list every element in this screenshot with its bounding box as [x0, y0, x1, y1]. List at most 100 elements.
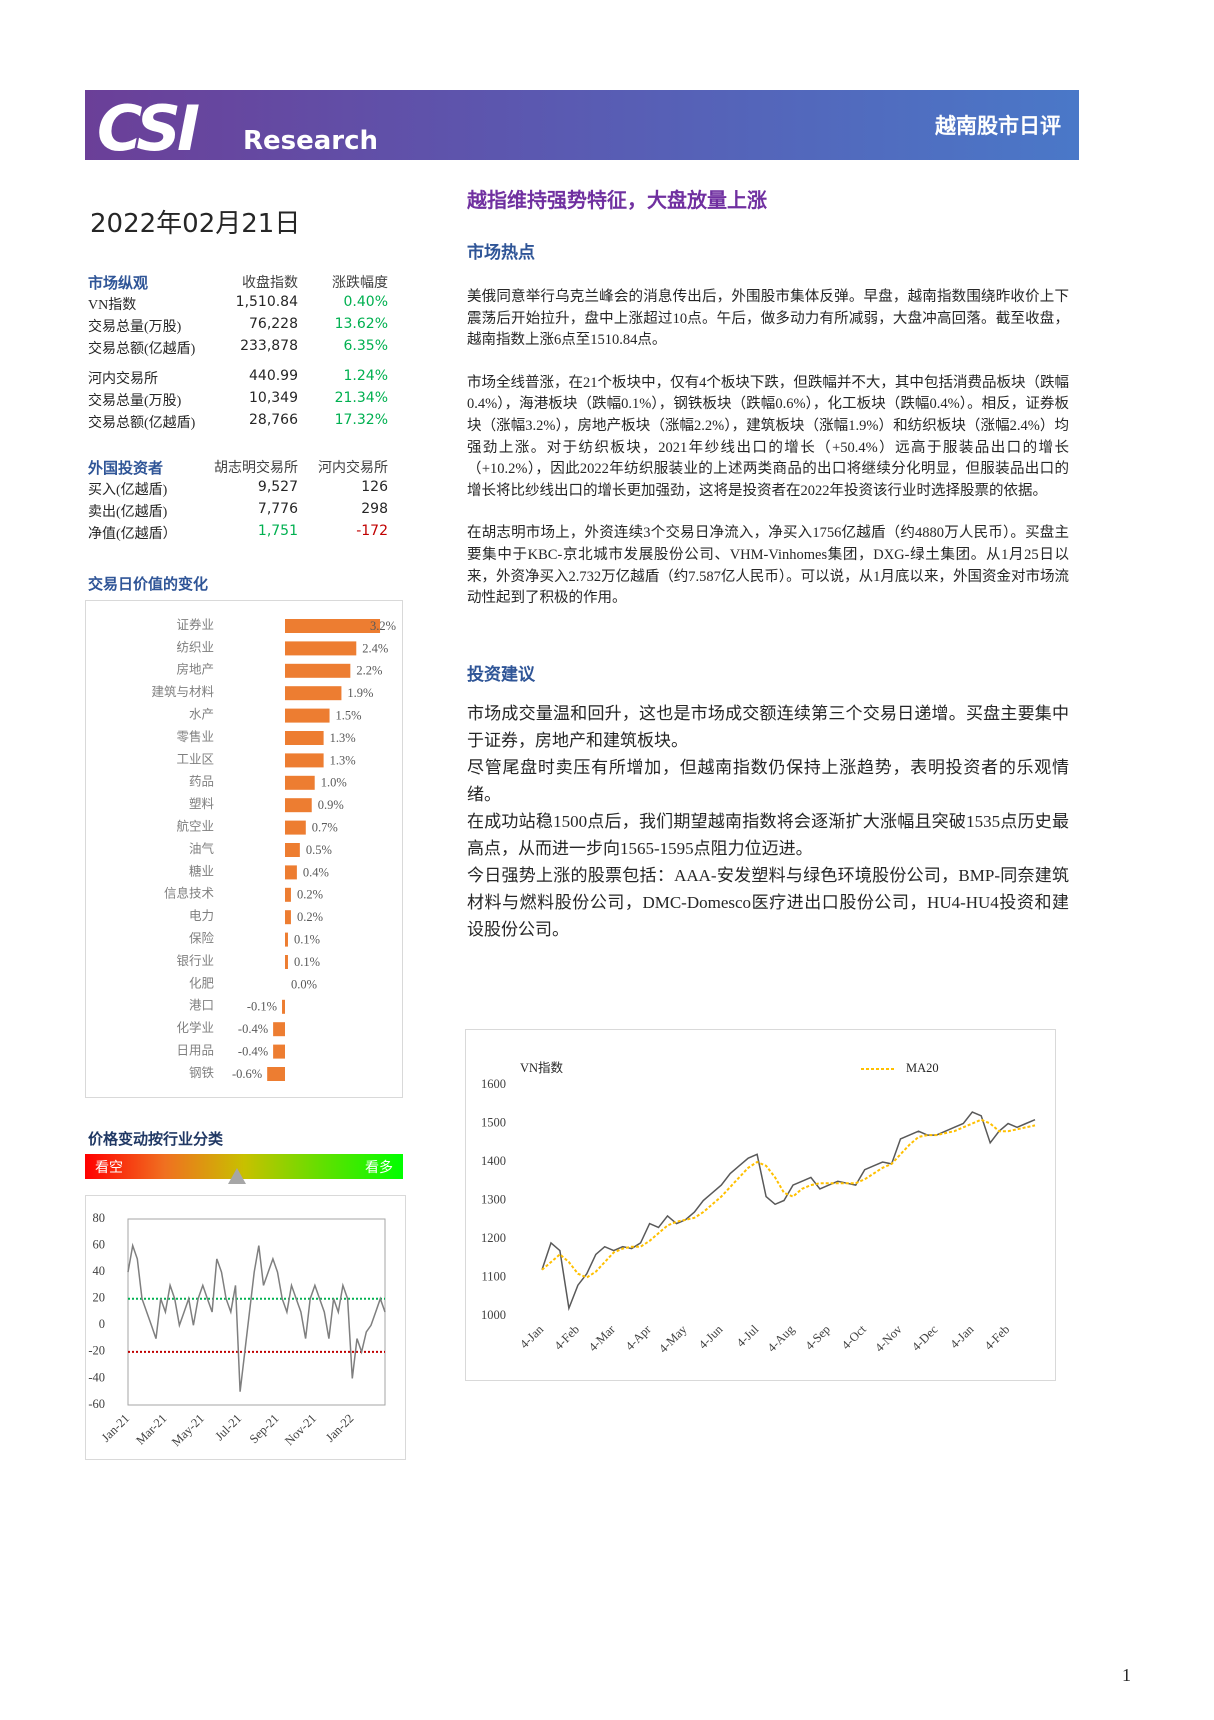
x-tick-label: 4-Aug — [765, 1322, 798, 1355]
bar — [285, 910, 291, 925]
x-tick-label: 4-Sep — [802, 1322, 833, 1353]
y-tick-label: 1200 — [481, 1231, 506, 1245]
category-label: 药品 — [189, 775, 214, 789]
bar — [285, 955, 288, 969]
x-tick-label: Jul-21 — [212, 1411, 244, 1443]
category-label: 房地产 — [176, 662, 214, 677]
table-cell: 7,776 — [257, 501, 298, 517]
bar — [285, 932, 288, 947]
table-cell: 交易总量(万股) — [88, 320, 182, 335]
x-tick-label: 4-Jan — [517, 1322, 547, 1352]
sector-chart: 证券业 3.2% 纺织业 2.4% 房地产 2.2% 建筑与材料 1.9% 水产 1.5% 零售业 1… — [85, 600, 403, 1098]
table-cell: 126 — [361, 479, 388, 495]
table-header: 外国投资者 胡志明交易所 河内交易所 — [88, 455, 388, 477]
bar — [273, 1022, 285, 1037]
advice: 市场成交量温和回升，这也是市场成交额连续第三个交易日递增。买盘主要集中于证券，房… — [467, 700, 1069, 943]
table-cell: 交易总量(万股) — [88, 394, 182, 409]
table-row: 交易总额(亿越盾) 28,766 17.32% — [88, 410, 388, 432]
header-banner: CSI Research 越南股市日评 — [85, 90, 1079, 165]
table-row: VN指数 1,510.84 0.40% — [88, 292, 388, 314]
value-label: 0.5% — [306, 843, 332, 857]
column-header: 外国投资者 — [88, 459, 164, 477]
paragraph: 在胡志明市场上，外资连续3个交易日净流入，净买入1756亿越盾（约4880万人民… — [467, 525, 1069, 607]
page-number: 1 — [1122, 1665, 1131, 1685]
logo: CSI — [97, 92, 200, 165]
x-tick-label: 4-Dec — [909, 1322, 941, 1354]
chart-title: VN指数 — [520, 1060, 564, 1075]
y-tick-label: 1000 — [481, 1308, 506, 1322]
value-label: 1.0% — [321, 776, 347, 790]
table-cell: 440.99 — [249, 368, 298, 384]
value-label: -0.6% — [232, 1067, 262, 1081]
paragraphs: 美俄同意举行乌克兰峰会的消息传出后，外围股市集体反弹。早盘，越南指数围绕昨收价上… — [467, 287, 1069, 631]
value-label: 0.2% — [297, 910, 323, 924]
table-cell: 6.35% — [343, 338, 388, 354]
table-cell: 河内交易所 — [88, 372, 158, 387]
column-header: 涨跌幅度 — [332, 276, 388, 291]
value-label: 2.4% — [362, 641, 388, 655]
y-tick-label: 20 — [93, 1291, 106, 1305]
bar — [285, 731, 324, 745]
table-row: 交易总额(亿越盾) 233,878 6.35% — [88, 336, 388, 358]
y-tick-label: 40 — [93, 1264, 106, 1278]
x-tick-label: 4-Nov — [872, 1322, 905, 1355]
x-tick-label: 4-Feb — [551, 1322, 582, 1353]
category-label: 油气 — [189, 841, 215, 856]
x-tick-label: 4-Oct — [839, 1322, 869, 1352]
bar — [285, 820, 306, 835]
table-cell: 17.32% — [334, 412, 388, 428]
table-cell: 买入(亿越盾) — [88, 483, 168, 498]
category-label: 纺织业 — [176, 640, 214, 654]
bar — [285, 753, 324, 768]
value-label: 3.2% — [370, 619, 396, 633]
table-cell: 21.34% — [334, 390, 388, 406]
column-header: 市场纵观 — [88, 274, 149, 292]
category-label: 塑料 — [189, 796, 215, 811]
series-line — [541, 1118, 1036, 1279]
bar — [273, 1044, 285, 1059]
category-label: 工业区 — [176, 752, 214, 766]
table-header: 市场纵观 收盘指数 涨跌幅度 — [88, 270, 388, 292]
table-cell: 10,349 — [249, 390, 298, 406]
bullish-label: 看多 — [365, 1161, 393, 1176]
legend-label: MA20 — [906, 1061, 939, 1075]
value-label: 0.4% — [303, 865, 329, 879]
bar — [285, 775, 315, 790]
table-cell: 13.62% — [334, 316, 388, 332]
table-cell: 298 — [361, 501, 388, 517]
category-label: 糖业 — [189, 863, 214, 878]
value-label: 1.9% — [347, 686, 373, 700]
y-tick-label: -40 — [88, 1370, 105, 1384]
bar — [285, 708, 330, 723]
sentiment-chart: -60 -40 -20 0 20 40 60 80 Jan-21 Mar-21 May-21 Jul-… — [85, 1195, 406, 1460]
y-tick-label: 60 — [93, 1237, 106, 1251]
bar — [285, 663, 351, 678]
category-label: 港口 — [189, 999, 214, 1013]
x-tick-label: Jan-21 — [99, 1411, 132, 1444]
paragraph: 美俄同意举行乌克兰峰会的消息传出后，外围股市集体反弹。早盘，越南指数围绕昨收价上… — [467, 289, 1069, 349]
value-label: 0.1% — [294, 932, 320, 946]
bar — [285, 843, 300, 857]
table-cell: 9,527 — [257, 479, 298, 495]
table-cell: 交易总额(亿越盾) — [88, 416, 196, 431]
table-cell: 卖出(亿越盾) — [88, 505, 168, 520]
value-label: 0.2% — [297, 888, 323, 902]
y-tick-label: -60 — [88, 1397, 105, 1411]
category-label: 日用品 — [176, 1043, 214, 1057]
paragraph: 市场全线普涨，在21个板块中，仅有4个板块下跌，但跌幅并不大，其中包括消费品板块… — [467, 374, 1069, 499]
x-tick-label: 4-Jun — [696, 1322, 726, 1352]
table-cell: 1,751 — [257, 523, 298, 539]
headline: 越指维持强势特征，大盘放量上涨 — [467, 188, 767, 212]
value-label: 0.7% — [312, 820, 338, 834]
bar — [285, 641, 357, 656]
header-title: 越南股市日评 — [935, 114, 1061, 138]
value-label: -0.4% — [238, 1022, 268, 1036]
table-row: 交易总量(万股) 76,228 13.62% — [88, 314, 388, 336]
x-tick-label: 4-Jan — [947, 1322, 977, 1352]
x-tick-label: 4-Mar — [586, 1322, 619, 1355]
table-cell: VN指数 — [88, 298, 137, 313]
category-label: 水产 — [189, 707, 214, 721]
sector-chart-title: 交易日价值的变化 — [88, 575, 209, 593]
plot-frame — [127, 1218, 386, 1406]
